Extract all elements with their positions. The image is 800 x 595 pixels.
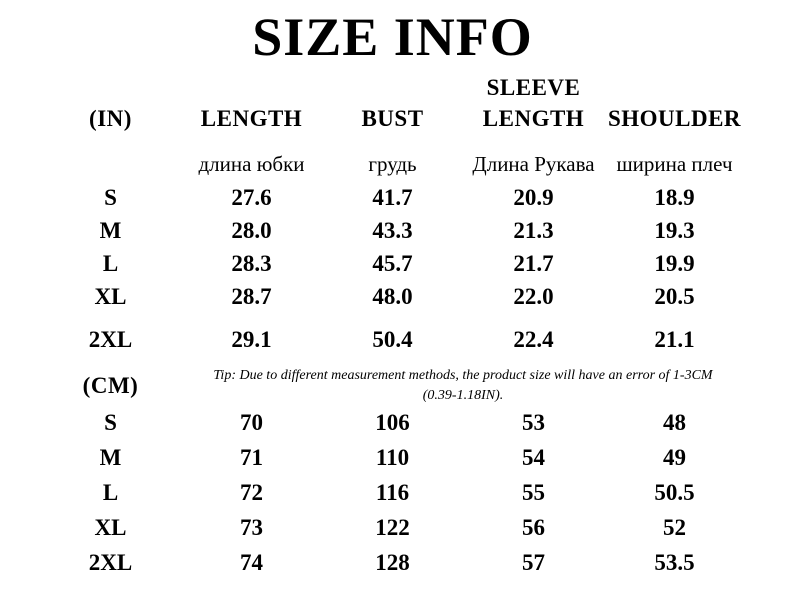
column-subheader-bust-ru: грудь bbox=[368, 152, 417, 176]
column-subheader-shoulder-ru: ширина плеч bbox=[616, 152, 733, 176]
value-bust: 41.7 bbox=[372, 184, 413, 210]
value-sleeve: 22.0 bbox=[513, 283, 554, 309]
value-sleeve: 20.9 bbox=[513, 184, 554, 210]
size-label: S bbox=[104, 409, 117, 435]
value-bust: 50.4 bbox=[372, 326, 413, 352]
value-sleeve: 21.3 bbox=[513, 217, 554, 243]
value-sleeve: 21.7 bbox=[513, 250, 554, 276]
table-row-in-l: L 28.3 45.7 21.7 19.9 bbox=[40, 247, 745, 280]
value-bust: 43.3 bbox=[372, 217, 413, 243]
title-row: SIZE INFO bbox=[40, 0, 745, 73]
value-shoulder: 18.9 bbox=[654, 184, 695, 210]
value-shoulder: 50.5 bbox=[654, 479, 695, 505]
size-label: M bbox=[99, 217, 122, 243]
value-bust: 48.0 bbox=[372, 283, 413, 309]
table-row-cm-2xl: 2XL 74 128 57 53.5 bbox=[40, 545, 745, 580]
table-row-in-s: S 27.6 41.7 20.9 18.9 bbox=[40, 181, 745, 214]
column-header-shoulder: SHOULDER bbox=[607, 105, 742, 131]
unit-in-label: (IN) bbox=[89, 105, 132, 131]
page-title: SIZE INFO bbox=[252, 6, 533, 67]
table-row-in-xl: XL 28.7 48.0 22.0 20.5 bbox=[40, 280, 745, 313]
size-label: 2XL bbox=[88, 549, 133, 575]
value-length: 72 bbox=[240, 479, 263, 505]
value-sleeve: 56 bbox=[522, 514, 545, 540]
tip-note-line1: Tip: Due to different measurement method… bbox=[213, 368, 713, 383]
value-length: 71 bbox=[240, 444, 263, 470]
value-shoulder: 48 bbox=[663, 409, 686, 435]
value-bust: 116 bbox=[375, 479, 410, 505]
column-header-sleeve-length: LENGTH bbox=[482, 105, 585, 131]
value-sleeve: 53 bbox=[522, 409, 545, 435]
value-length: 28.0 bbox=[231, 217, 272, 243]
value-bust: 128 bbox=[375, 549, 410, 575]
value-length: 73 bbox=[240, 514, 263, 540]
header-row-sleeve: SLEEVE bbox=[40, 73, 745, 102]
unit-cm-label: (CM) bbox=[82, 373, 139, 398]
table-row-in-m: M 28.0 43.3 21.3 19.3 bbox=[40, 214, 745, 247]
size-info-content: SIZE INFO SLEEVE (IN) LENGTH BUST LENGTH… bbox=[40, 0, 745, 580]
column-subheader-length-ru: длина юбки bbox=[198, 152, 305, 176]
size-label: XL bbox=[94, 514, 127, 540]
value-length: 29.1 bbox=[231, 326, 272, 352]
header-row-main: (IN) LENGTH BUST LENGTH SHOULDER bbox=[40, 102, 745, 135]
value-length: 74 bbox=[240, 549, 263, 575]
value-sleeve: 54 bbox=[522, 444, 545, 470]
value-shoulder: 53.5 bbox=[654, 549, 695, 575]
tip-note-line2: (0.39-1.18IN). bbox=[422, 388, 504, 403]
table-row-cm-l: L 72 116 55 50.5 bbox=[40, 475, 745, 510]
value-shoulder: 49 bbox=[663, 444, 686, 470]
value-length: 28.3 bbox=[231, 250, 272, 276]
value-bust: 122 bbox=[375, 514, 410, 540]
value-sleeve: 55 bbox=[522, 479, 545, 505]
value-shoulder: 19.9 bbox=[654, 250, 695, 276]
table-row-in-2xl: 2XL 29.1 50.4 22.4 21.1 bbox=[40, 313, 745, 366]
value-length: 27.6 bbox=[231, 184, 272, 210]
value-shoulder: 20.5 bbox=[654, 283, 695, 309]
value-shoulder: 21.1 bbox=[654, 326, 695, 352]
size-label: L bbox=[102, 250, 119, 276]
value-bust: 106 bbox=[375, 409, 410, 435]
table-row-cm-s: S 70 106 53 48 bbox=[40, 405, 745, 440]
column-header-sleeve-top: SLEEVE bbox=[486, 74, 581, 100]
table-row-cm-m: M 71 110 54 49 bbox=[40, 440, 745, 475]
value-bust: 110 bbox=[375, 444, 410, 470]
value-sleeve: 57 bbox=[522, 549, 545, 575]
table-row-cm-xl: XL 73 122 56 52 bbox=[40, 510, 745, 545]
cm-unit-and-tip-row: (CM) Tip: Due to different measurement m… bbox=[40, 366, 745, 405]
size-label: 2XL bbox=[88, 326, 133, 352]
column-header-length: LENGTH bbox=[200, 105, 303, 131]
size-label: M bbox=[99, 444, 122, 470]
header-row-russian: длина юбки грудь Длина Рукава ширина пле… bbox=[40, 148, 745, 181]
value-length: 28.7 bbox=[231, 283, 272, 309]
value-sleeve: 22.4 bbox=[513, 326, 554, 352]
value-shoulder: 52 bbox=[663, 514, 686, 540]
size-label: S bbox=[104, 184, 117, 210]
value-shoulder: 19.3 bbox=[654, 217, 695, 243]
size-label: XL bbox=[94, 283, 127, 309]
tip-note: Tip: Due to different measurement method… bbox=[181, 366, 745, 406]
value-bust: 45.7 bbox=[372, 250, 413, 276]
column-subheader-sleeve-ru: Длина Рукава bbox=[472, 152, 595, 176]
column-header-bust: BUST bbox=[361, 105, 424, 131]
size-label: L bbox=[102, 479, 119, 505]
value-length: 70 bbox=[240, 409, 263, 435]
